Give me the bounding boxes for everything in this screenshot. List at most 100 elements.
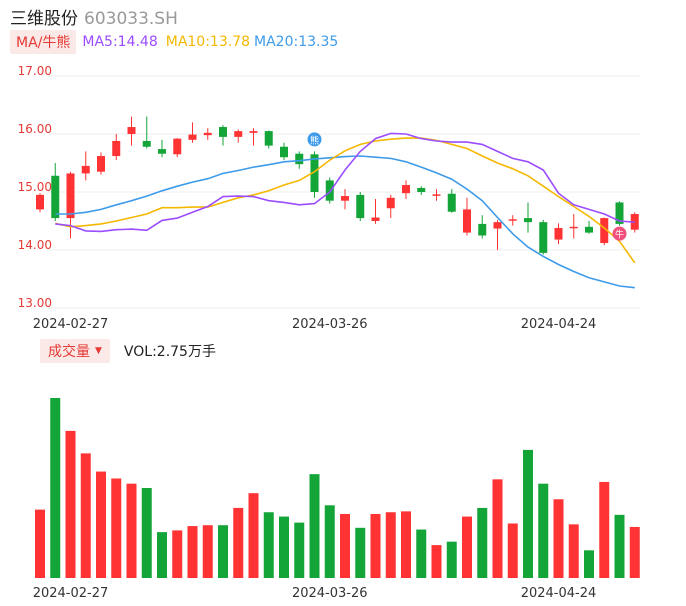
volume-bar: [462, 516, 472, 578]
candle-body: [447, 193, 456, 212]
volume-bar: [35, 509, 45, 578]
x-tick-label: 2024-04-24: [521, 317, 597, 332]
candle-body: [569, 226, 578, 229]
candle-body: [539, 222, 548, 253]
candle-body: [402, 185, 410, 194]
volume-bar: [65, 430, 76, 578]
y-tick-label: 16.00: [18, 122, 52, 136]
candle-body: [295, 153, 304, 165]
candle-body: [356, 194, 365, 219]
ma-indicator-button[interactable]: MA/牛熊: [10, 30, 77, 54]
volume-bar: [568, 524, 579, 578]
candle-body: [371, 217, 380, 221]
candle-body: [463, 209, 471, 233]
candle-body: [188, 134, 197, 140]
candle-body: [508, 219, 517, 221]
volume-bar: [218, 525, 228, 578]
volume-bar: [233, 507, 244, 578]
candle-body: [127, 127, 136, 134]
volume-bar: [187, 526, 198, 578]
candle-body: [36, 194, 44, 210]
x-tick-label: 2024-02-27: [33, 586, 109, 601]
volume-bar: [370, 513, 381, 578]
candle-body: [417, 187, 426, 192]
volume-bar: [507, 523, 518, 578]
candle-body: [97, 156, 105, 172]
candle-body: [615, 202, 624, 224]
stock-name: 三维股份: [10, 9, 78, 29]
candle-body: [432, 194, 441, 196]
volume-bar: [446, 541, 457, 578]
volume-bar: [309, 474, 320, 578]
candle-body: [112, 140, 121, 157]
bull-marker: [612, 226, 627, 241]
candle-body: [524, 218, 532, 223]
volume-bar: [340, 513, 350, 578]
candle-body: [81, 165, 90, 174]
volume-bar: [431, 545, 442, 578]
y-tick-label: 15.00: [18, 180, 52, 194]
ma5-label: MA5:14.48: [82, 34, 158, 50]
candle-body: [264, 131, 273, 146]
volume-value: VOL:2.75万手: [123, 344, 216, 360]
ma20-line: [55, 155, 635, 289]
y-tick-label: 14.00: [18, 238, 52, 252]
stock-header: 三维股份 603033.SH: [10, 4, 178, 29]
volume-bar: [492, 479, 503, 578]
candle-body: [493, 222, 502, 229]
candle-body: [142, 140, 151, 147]
candle-body: [280, 146, 288, 158]
volume-bar: [279, 516, 289, 578]
volume-bar: [96, 471, 106, 578]
ma10-label: MA10:13.78: [165, 34, 251, 50]
y-tick-label: 17.00: [18, 64, 52, 78]
x-tick-label: 2024-03-26: [292, 317, 368, 332]
volume-bar: [126, 483, 137, 578]
volume-bar: [141, 488, 152, 578]
volume-bar: [584, 550, 594, 578]
candle-body: [51, 175, 60, 219]
volume-button-label: 成交量: [48, 344, 90, 360]
stock-code: 603033.SH: [84, 9, 178, 29]
candle-body: [554, 227, 563, 240]
volume-bar: [202, 525, 213, 578]
ma10-line: [55, 137, 636, 264]
volume-bar: [157, 532, 167, 578]
volume-bar: [614, 514, 625, 578]
ma-legend: MA/牛熊 MA5:14.48 MA10:13.78 MA20:13.35: [10, 30, 338, 54]
volume-bar: [477, 507, 488, 578]
candle-body: [203, 132, 212, 136]
candle-body: [249, 131, 258, 133]
volume-bar: [599, 481, 610, 578]
candle-body: [341, 196, 349, 201]
candle-body: [325, 180, 334, 201]
volume-indicator-button[interactable]: 成交量 ▼: [40, 339, 110, 363]
x-tick-label: 2024-04-24: [521, 586, 597, 601]
candle-body: [310, 154, 319, 192]
candle-body: [173, 138, 182, 155]
x-tick-label: 2024-02-27: [33, 317, 109, 332]
volume-bar: [355, 527, 366, 578]
volume-bar: [523, 449, 533, 578]
chevron-down-icon: ▼: [95, 346, 102, 356]
volume-bar: [538, 483, 549, 578]
candle-body: [158, 149, 166, 154]
volume-legend: 成交量 ▼ VOL:2.75万手: [40, 339, 216, 363]
candle-body: [585, 226, 593, 233]
candle-body: [478, 223, 487, 236]
volume-bar: [111, 478, 122, 578]
candle-body: [234, 131, 243, 137]
volume-bar: [553, 499, 564, 578]
candle-body: [386, 197, 395, 209]
ma5-line: [55, 132, 635, 233]
bear-marker: [307, 132, 322, 147]
bull-marker-label: 牛: [615, 229, 624, 241]
volume-bar: [401, 511, 411, 578]
bear-marker-label: 熊: [310, 134, 319, 146]
candle-body: [600, 218, 609, 244]
candle-body: [219, 127, 227, 137]
volume-bar: [80, 453, 91, 578]
volume-bar: [294, 522, 305, 578]
volume-bar: [324, 505, 335, 578]
